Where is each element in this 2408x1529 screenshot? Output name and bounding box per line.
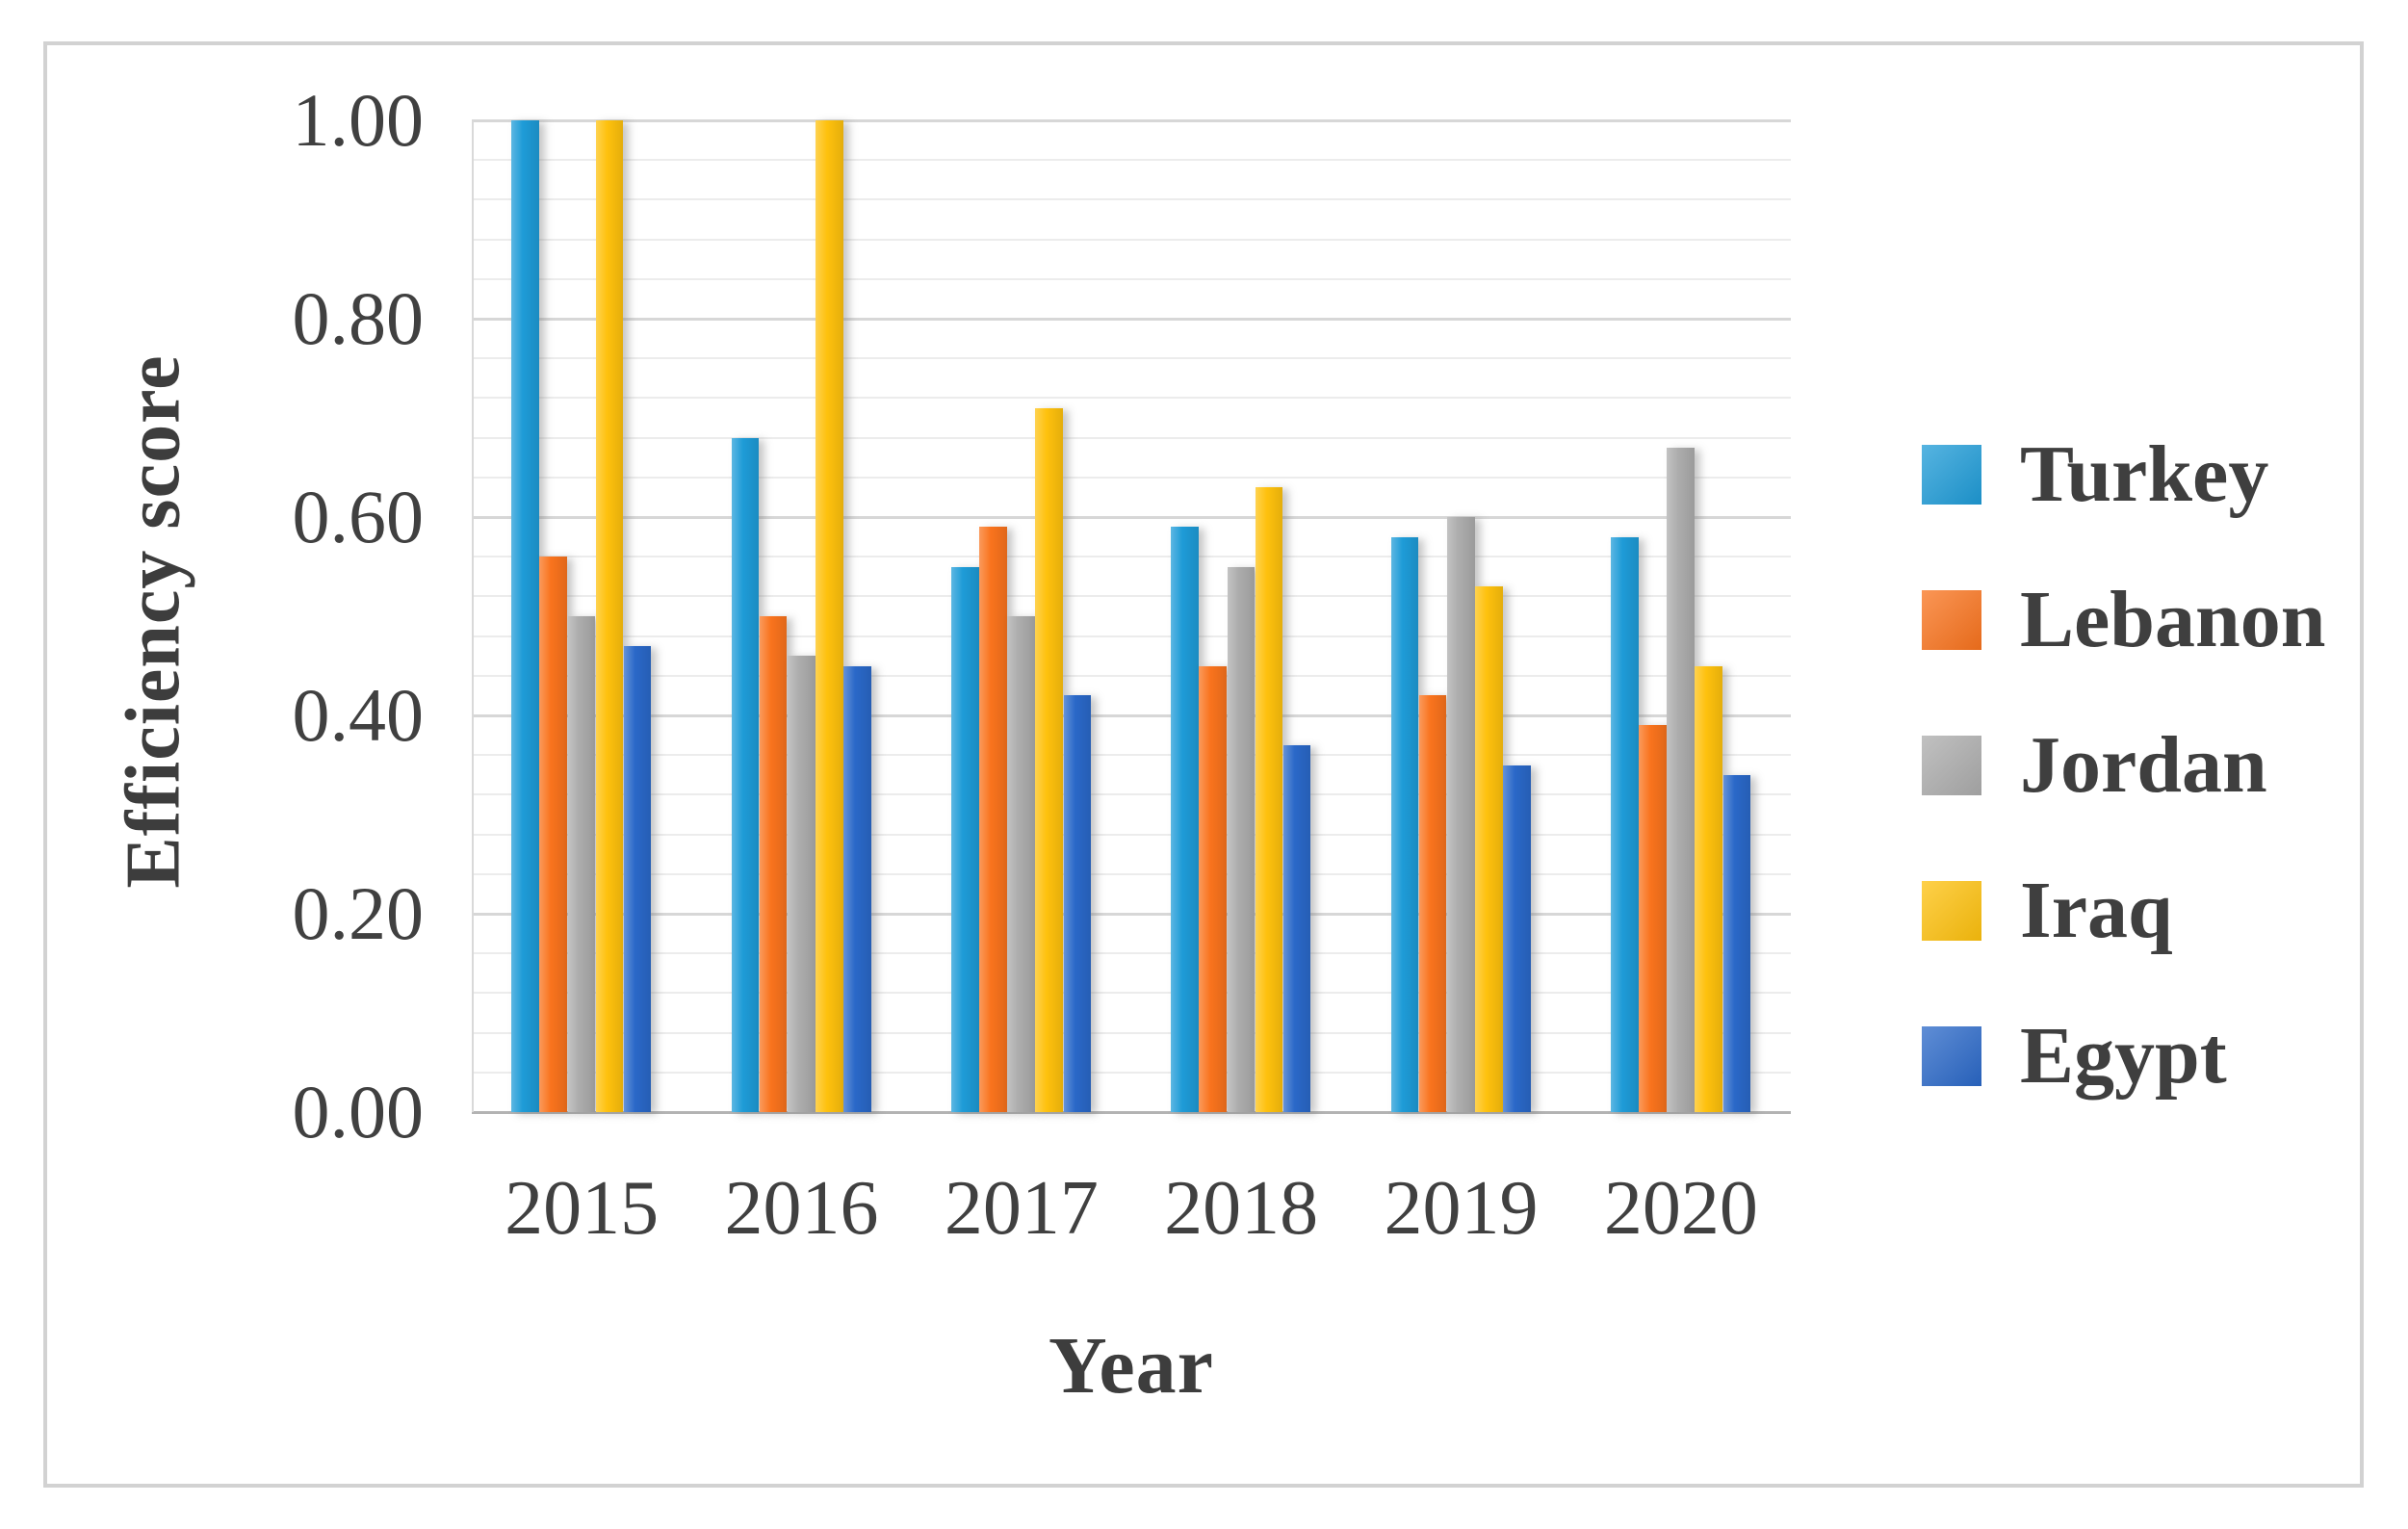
bar-lebanon-2020 [1639, 725, 1667, 1112]
legend-swatch-lebanon [1922, 590, 1981, 650]
bar-lebanon-2017 [979, 527, 1007, 1112]
y-axis-tick-label: 1.00 [292, 78, 425, 162]
y-axis-tick-label: 0.00 [292, 1070, 425, 1153]
bar-egypt-2019 [1503, 764, 1531, 1112]
legend-item-egypt: Egypt [1922, 1016, 2325, 1097]
legend-swatch-jordan [1922, 736, 1981, 795]
y-axis-tick-label: 0.60 [292, 475, 425, 558]
minor-gridline [472, 833, 1791, 836]
minor-gridline [472, 397, 1791, 400]
minor-gridline [472, 357, 1791, 360]
y-axis-line [472, 120, 474, 1112]
y-axis-title: Efficiency score [111, 354, 196, 889]
minor-gridline [472, 476, 1791, 479]
major-gridline [472, 713, 1791, 717]
x-axis-tick-label: 2016 [724, 1166, 879, 1251]
bar-iraq-2018 [1255, 487, 1283, 1112]
legend-label-jordan: Jordan [2020, 720, 2267, 810]
major-gridline [472, 912, 1791, 916]
legend-item-iraq: Iraq [1922, 870, 2325, 951]
minor-gridline [472, 872, 1791, 875]
bar-lebanon-2016 [759, 616, 788, 1112]
bar-iraq-2016 [816, 120, 843, 1112]
x-axis-title: Year [1049, 1321, 1214, 1411]
major-gridline [472, 317, 1791, 321]
major-gridline [472, 515, 1791, 519]
x-axis-tick-label: 2015 [505, 1166, 660, 1251]
bar-egypt-2017 [1063, 695, 1092, 1112]
bar-iraq-2019 [1475, 586, 1503, 1112]
bar-jordan-2017 [1007, 616, 1035, 1112]
minor-gridline [472, 952, 1791, 955]
bar-turkey-2017 [950, 566, 979, 1112]
bar-jordan-2019 [1446, 517, 1475, 1112]
bar-iraq-2015 [595, 120, 624, 1112]
minor-gridline [472, 635, 1791, 637]
minor-gridline [472, 1031, 1791, 1034]
bar-egypt-2018 [1282, 744, 1311, 1112]
legend-swatch-iraq [1922, 881, 1981, 941]
legend-item-turkey: Turkey [1922, 434, 2325, 515]
legend-swatch-egypt [1922, 1026, 1981, 1086]
legend-label-iraq: Iraq [2020, 866, 2173, 955]
y-axis-tick-label: 0.80 [292, 276, 425, 360]
bar-turkey-2020 [1610, 536, 1639, 1112]
bar-iraq-2017 [1035, 407, 1064, 1112]
y-axis-tick-label: 0.40 [292, 673, 425, 757]
bar-lebanon-2019 [1418, 695, 1447, 1112]
bar-turkey-2015 [511, 120, 539, 1112]
bar-lebanon-2018 [1199, 665, 1228, 1112]
bar-egypt-2015 [623, 645, 652, 1112]
major-gridline [472, 118, 1791, 122]
minor-gridline [472, 556, 1791, 558]
minor-gridline [472, 238, 1791, 241]
x-axis-tick-label: 2017 [944, 1166, 1099, 1251]
minor-gridline [472, 1071, 1791, 1074]
bar-jordan-2018 [1227, 566, 1256, 1112]
minor-gridline [472, 436, 1791, 439]
legend-label-turkey: Turkey [2020, 429, 2269, 519]
x-axis-tick-label: 2020 [1603, 1166, 1758, 1251]
bar-egypt-2020 [1722, 774, 1751, 1112]
x-axis-tick-label: 2019 [1384, 1166, 1539, 1251]
bar-jordan-2020 [1667, 447, 1695, 1112]
minor-gridline [472, 159, 1791, 162]
bar-lebanon-2015 [539, 557, 568, 1112]
bar-turkey-2016 [731, 437, 760, 1112]
minor-gridline [472, 277, 1791, 280]
legend-item-jordan: Jordan [1922, 725, 2325, 806]
legend-label-lebanon: Lebanon [2020, 575, 2326, 664]
legend-item-lebanon: Lebanon [1922, 580, 2325, 661]
bar-turkey-2018 [1171, 527, 1199, 1112]
minor-gridline [472, 754, 1791, 757]
bar-iraq-2020 [1695, 665, 1723, 1112]
minor-gridline [472, 595, 1791, 598]
legend-swatch-turkey [1922, 445, 1981, 505]
y-axis-tick-label: 0.20 [292, 871, 425, 955]
legend: Turkey Lebanon Jordan Iraq Egypt [1922, 434, 2325, 1172]
bar-jordan-2016 [787, 656, 816, 1112]
bar-egypt-2016 [843, 665, 871, 1112]
minor-gridline [472, 793, 1791, 796]
bar-jordan-2015 [567, 616, 596, 1112]
minor-gridline [472, 674, 1791, 677]
bar-turkey-2019 [1390, 536, 1419, 1112]
minor-gridline [472, 198, 1791, 201]
x-axis-line [472, 1110, 1791, 1114]
legend-label-egypt: Egypt [2020, 1011, 2227, 1101]
x-axis-tick-label: 2018 [1164, 1166, 1319, 1251]
minor-gridline [472, 992, 1791, 995]
